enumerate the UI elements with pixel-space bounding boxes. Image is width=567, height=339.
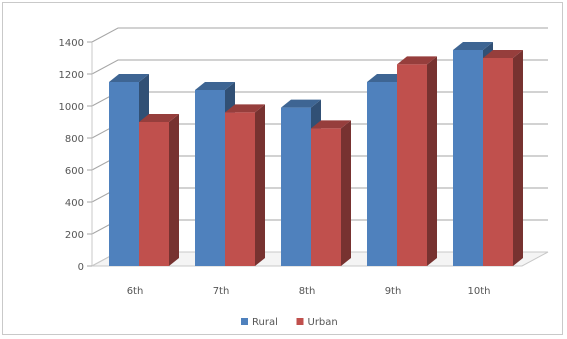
bar-top [195,82,235,90]
bar-side [169,114,179,266]
bar-front [483,58,513,266]
bar-front [311,128,341,266]
x-tick-label: 9th [385,286,402,297]
bar-front [225,112,255,267]
x-tick-label: 7th [213,286,230,297]
bar-top [281,99,321,108]
y-tick-label: 200 [65,230,84,241]
y-tick-label: 0 [78,262,84,273]
bar-urban-10th [483,50,523,266]
bar-front [195,90,225,266]
legend-label: Rural [252,317,278,328]
bar-top [311,120,351,129]
legend: Rural Urban [241,317,338,328]
y-tick-label: 1400 [59,38,84,49]
bar-side [341,120,351,267]
legend-label: Urban [308,317,338,328]
bar-top [109,74,149,82]
y-tick-label: 1000 [59,102,84,113]
bar-front [139,122,169,266]
bar-top [483,50,523,58]
bar-side [255,104,265,267]
y-tick-label: 1200 [59,70,84,81]
bar-front [281,107,311,266]
bar-side [427,56,437,267]
bar-side [513,50,523,266]
bar-front [397,64,427,267]
bars [109,42,523,267]
bar-urban-7th [225,104,265,267]
legend-item-rural: Rural [241,317,278,328]
gridline [91,27,548,43]
bar-front [109,82,139,266]
x-axis-ticks: 6th 7th 8th 9th 10th [127,286,491,297]
bar-urban-8th [311,120,351,267]
bar-urban-9th [397,56,437,267]
bar-top [453,42,493,50]
bar-front [453,50,483,266]
bar-top [139,114,179,122]
y-tick-label: 600 [65,166,84,177]
y-tick-label: 800 [65,134,84,145]
x-tick-label: 8th [299,286,316,297]
bar-top [397,56,437,65]
legend-swatch [296,318,304,325]
legend-swatch [241,318,248,325]
bar-front [367,82,397,266]
x-tick-label: 10th [468,286,491,297]
bar-urban-6th [139,114,179,266]
y-tick-label: 400 [65,198,84,209]
bar-top [225,104,265,113]
y-axis-ticks: 0 200 400 600 800 1000 1200 1400 [59,38,92,273]
x-tick-label: 6th [127,286,144,297]
legend-item-urban: Urban [296,317,338,328]
